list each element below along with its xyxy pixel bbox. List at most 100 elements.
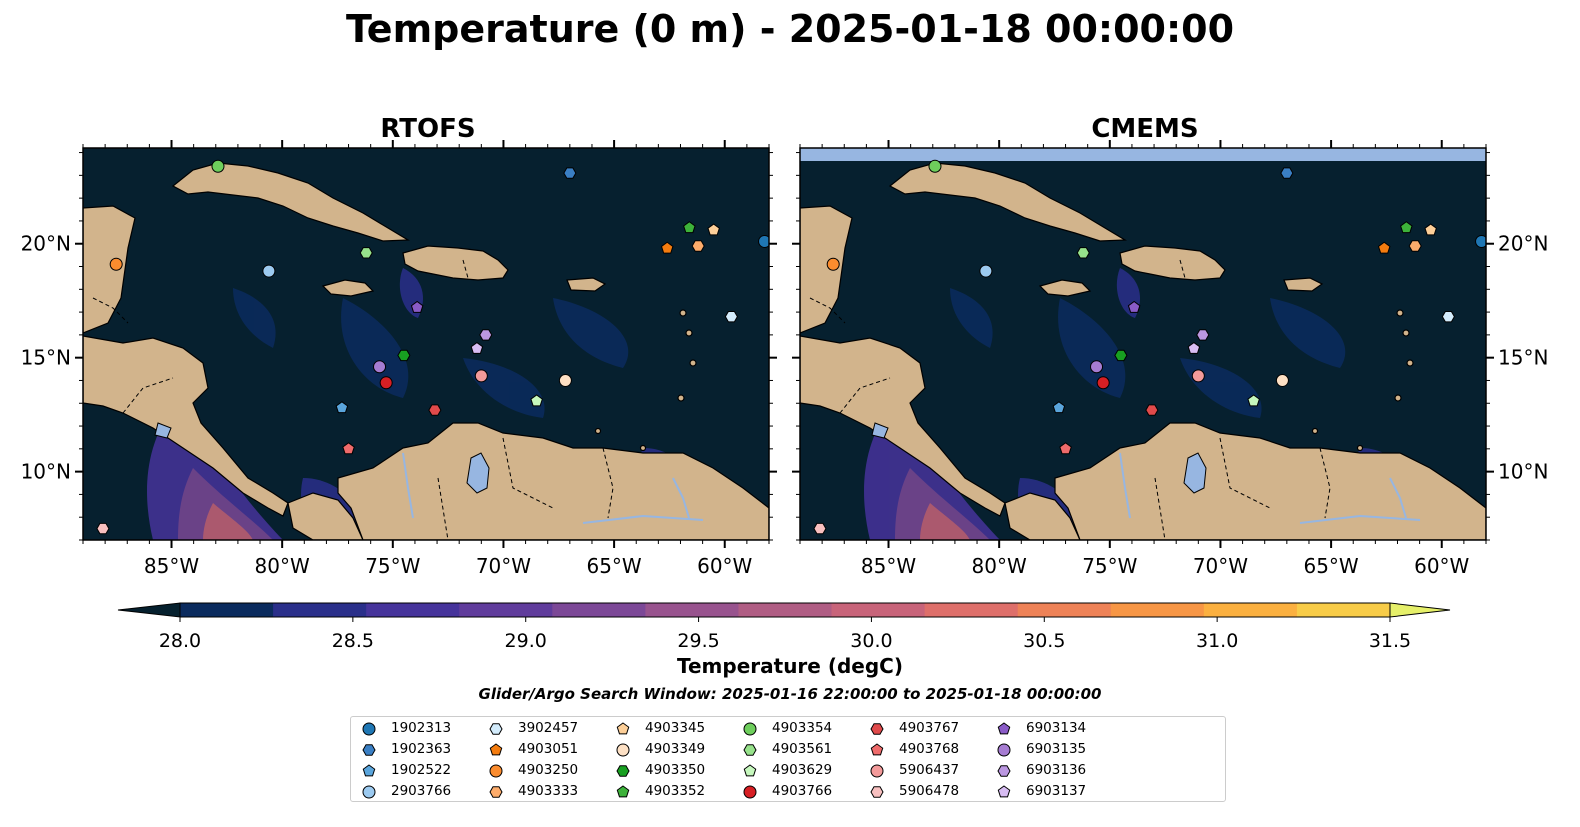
colorbar-bin — [1203, 603, 1298, 617]
float-marker-1902363 — [563, 167, 577, 179]
float-marker-5906437 — [1191, 369, 1205, 383]
legend-label: 3902457 — [518, 720, 579, 736]
float-marker-5906478 — [96, 522, 110, 535]
legend-item-5906478: 5906478 — [863, 781, 989, 802]
circle-marker-icon — [362, 785, 376, 798]
colorbar-tick-label: 29.0 — [505, 630, 547, 652]
lon-tick-label: 65°W — [586, 554, 641, 578]
circle-marker-icon — [489, 764, 503, 777]
cmems-missing-data-band — [800, 148, 1486, 161]
hexagon-marker-icon — [489, 785, 503, 798]
float-marker-4903768 — [342, 442, 355, 455]
float-marker-4903561 — [359, 247, 373, 259]
colorbar-bin — [1110, 603, 1205, 617]
float-legend: 1902313 1902363 1902522 2903766 3902457 49030… — [350, 716, 1226, 802]
legend-item-4903629: 4903629 — [736, 760, 862, 781]
map-panels: 85°W 80°W 75°W 70°W 65°W 60°W 10°N 15°N 20°N 85°… — [21, 140, 1548, 578]
float-marker-4903333 — [691, 240, 705, 252]
pentagon-marker-icon — [616, 784, 630, 797]
float-marker-6903136 — [1196, 329, 1210, 341]
legend-label: 4903561 — [772, 741, 833, 757]
float-marker-4903767 — [1145, 404, 1159, 416]
float-marker-4903354 — [211, 159, 225, 173]
legend-label: 4903349 — [645, 741, 706, 757]
legend-label: 4903766 — [772, 783, 833, 799]
float-marker-5906437 — [474, 369, 488, 383]
legend-column: 4903767 4903768 5906437 5906478 — [863, 718, 989, 802]
lat-tick-label: 20°N — [1498, 232, 1548, 256]
float-marker-1902522 — [335, 401, 349, 414]
legend-column: 4903345 4903349 4903350 4903352 — [609, 718, 735, 802]
colorbar-bin — [1017, 603, 1112, 617]
legend-item-4903350: 4903350 — [609, 760, 735, 781]
legend-column: 1902313 1902363 1902522 2903766 — [355, 718, 481, 802]
float-marker-4903629 — [1247, 394, 1260, 407]
float-marker-6903134 — [410, 300, 424, 313]
legend-label: 5906437 — [899, 762, 960, 778]
float-marker-4903768 — [1059, 442, 1072, 455]
legend-item-4903354: 4903354 — [736, 718, 862, 739]
legend-label: 2903766 — [391, 783, 452, 799]
map-cmems: 85°W 80°W 75°W 70°W 65°W 60°W 10°N 15°N 20°N — [792, 140, 1548, 578]
legend-label: 1902363 — [391, 741, 452, 757]
lon-tick-label: 65°W — [1303, 554, 1358, 578]
legend-item-3902457: 3902457 — [482, 718, 608, 739]
legend-label: 4903768 — [899, 741, 960, 757]
lat-tick-label: 15°N — [1498, 346, 1548, 370]
lon-tick-label: 70°W — [476, 554, 531, 578]
colorbar-bin — [738, 603, 833, 617]
colorbar-tick-label: 31.0 — [1196, 630, 1238, 652]
colorbar-bin — [180, 603, 274, 617]
legend-label: 6903134 — [1026, 720, 1087, 736]
float-marker-1902522 — [1052, 401, 1066, 414]
colorbar-tick-label: 28.5 — [332, 630, 374, 652]
legend-item-4903333: 4903333 — [482, 781, 608, 802]
float-marker-6903137 — [470, 341, 484, 354]
pentagon-marker-icon — [616, 721, 630, 734]
float-marker-6903134 — [1127, 300, 1141, 313]
colorbar-tick-label: 29.5 — [677, 630, 719, 652]
legend-label: 4903352 — [645, 783, 706, 799]
legend-label: 4903350 — [645, 762, 706, 778]
figure-title: Temperature (0 m) - 2025-01-18 00:00:00 — [345, 7, 1235, 51]
legend-label: 1902522 — [391, 762, 452, 778]
circle-marker-icon — [870, 764, 884, 777]
search-window-caption: Glider/Argo Search Window: 2025-01-16 22… — [478, 685, 1102, 703]
float-marker-4903766 — [1096, 376, 1110, 390]
hexagon-marker-icon — [743, 743, 757, 756]
legend-item-6903137: 6903137 — [990, 781, 1116, 802]
legend-label: 4903629 — [772, 762, 833, 778]
float-marker-6903135 — [1090, 360, 1104, 374]
legend-label: 4903354 — [772, 720, 833, 736]
colorbar-bin — [459, 603, 553, 617]
hexagon-marker-icon — [870, 722, 884, 735]
lon-tick-label: 80°W — [255, 554, 310, 578]
float-marker-4903766 — [379, 376, 393, 390]
legend-label: 6903137 — [1026, 783, 1087, 799]
hexagon-marker-icon — [616, 764, 630, 777]
float-marker-4903333 — [1408, 240, 1422, 252]
lat-tick-label: 15°N — [21, 346, 71, 370]
colorbar-bin — [924, 603, 1019, 617]
legend-item-6903135: 6903135 — [990, 739, 1116, 760]
legend-label: 6903135 — [1026, 741, 1087, 757]
legend-label: 4903051 — [518, 741, 579, 757]
float-marker-4903350 — [397, 349, 411, 362]
pentagon-marker-icon — [743, 763, 757, 776]
lon-tick-label: 60°W — [697, 554, 752, 578]
colorbar: 28.0 28.5 29.0 29.5 30.0 30.5 31.0 31.5 — [117, 602, 1451, 652]
legend-label: 4903345 — [645, 720, 706, 736]
float-marker-1902313 — [758, 234, 769, 248]
pentagon-marker-icon — [997, 721, 1011, 734]
colorbar-extend-high — [1389, 602, 1451, 618]
float-marker-1902313 — [1475, 234, 1486, 248]
legend-item-4903561: 4903561 — [736, 739, 862, 760]
colorbar-bin — [366, 603, 460, 617]
colorbar-bin — [552, 603, 646, 617]
lon-tick-label: 85°W — [144, 554, 199, 578]
float-marker-5906478 — [813, 522, 827, 535]
legend-item-4903766: 4903766 — [736, 781, 862, 802]
panel-title-cmems: CMEMS — [1091, 114, 1199, 144]
float-marker-6903135 — [373, 360, 387, 374]
lon-tick-label: 85°W — [861, 554, 916, 578]
